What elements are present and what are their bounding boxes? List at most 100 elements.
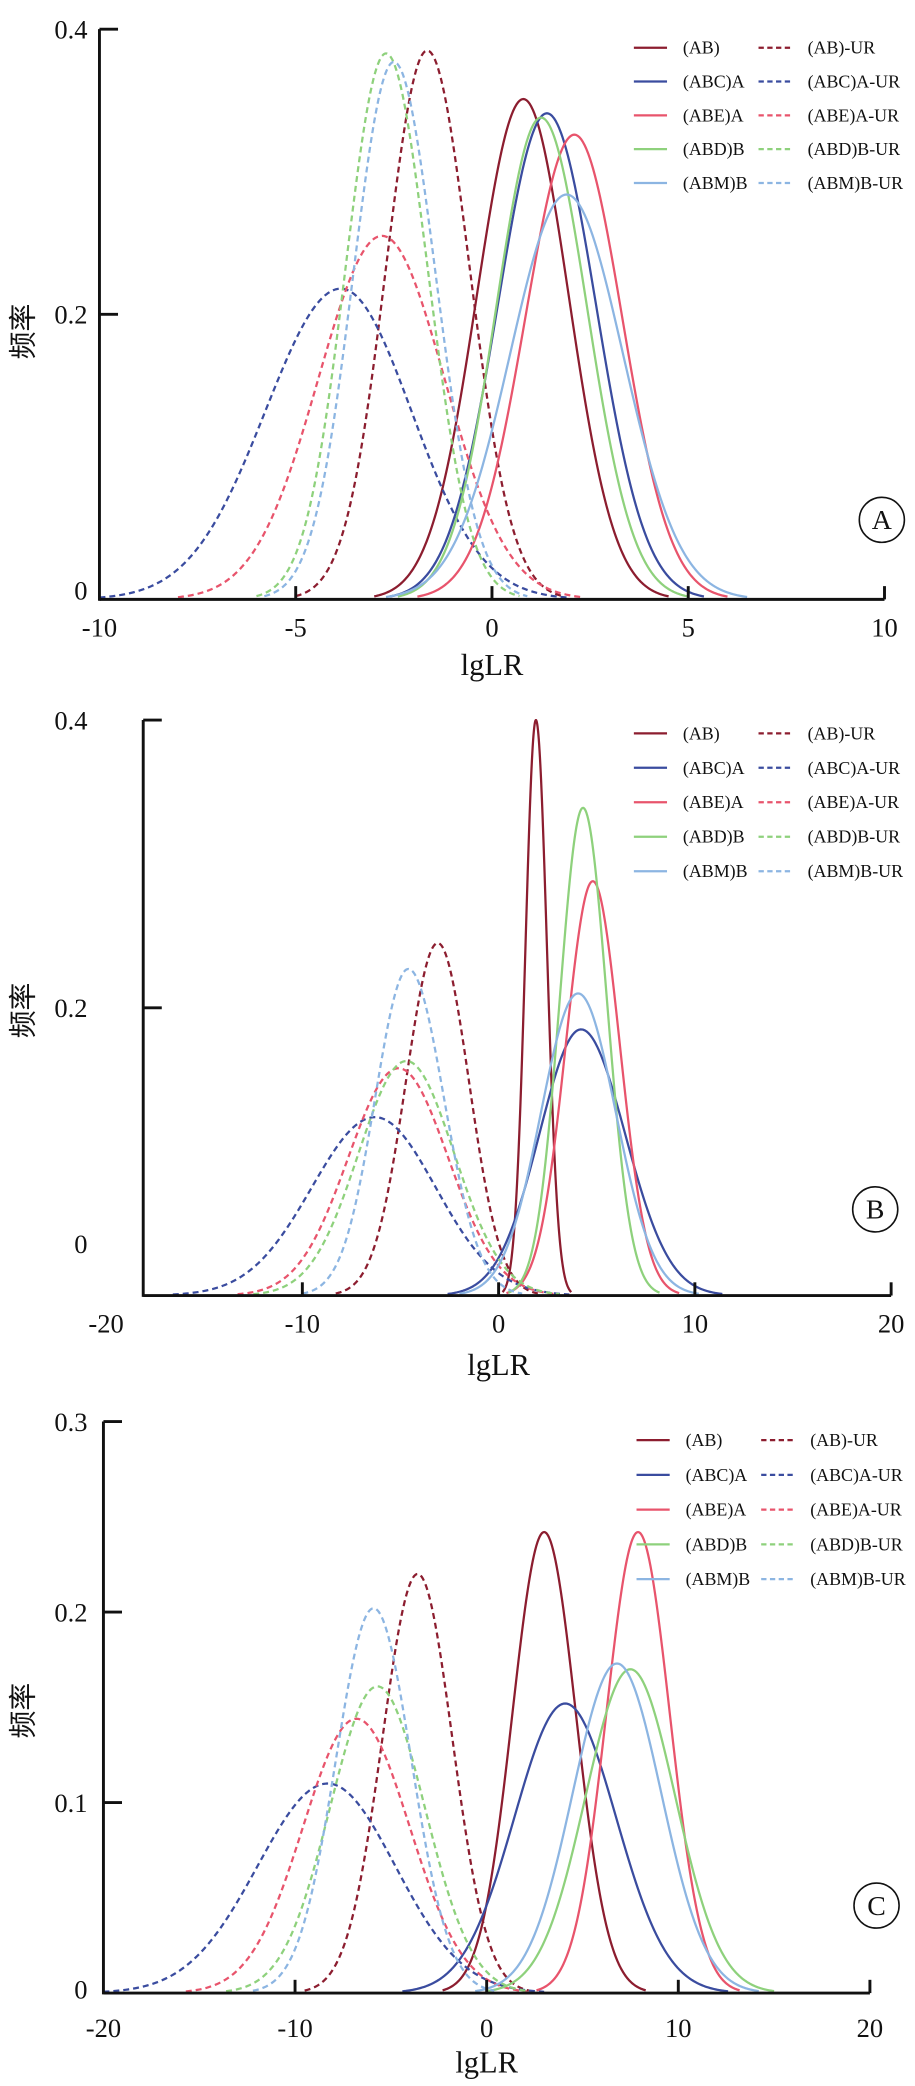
legend-label: (ABD)B <box>683 827 745 848</box>
y-tick-label: 0 <box>74 1229 87 1259</box>
x-tick-label: 10 <box>665 2013 692 2043</box>
legend-item-abd-b-ur: (ABD)B-UR <box>761 1534 903 1555</box>
x-axis-title: lgLR <box>461 648 524 682</box>
legend-label: (ABD)B-UR <box>810 1534 902 1555</box>
curve-abc-a-ur <box>103 1782 545 1993</box>
legend-label: (ABM)B-UR <box>808 173 903 194</box>
panel-badge-letter: A <box>872 505 892 536</box>
x-tick-label: 10 <box>871 613 898 643</box>
x-tick-label: 5 <box>682 613 695 643</box>
legend-item-ab: (AB) <box>636 1430 723 1451</box>
legend-label: (ABE)A-UR <box>808 105 899 126</box>
legend-item-abm-b: (ABM)B <box>636 1569 751 1590</box>
legend-label: (ABE)A-UR <box>810 1500 901 1521</box>
legend-item-abm-b-ur: (ABM)B-UR <box>761 1569 906 1590</box>
curve-ab-ur <box>304 1572 530 1992</box>
y-tick-label: 0.4 <box>54 14 87 44</box>
y-tick-label: 0.2 <box>54 1597 87 1627</box>
curve-ab-ur <box>335 941 539 1295</box>
legend-label: (ABM)B <box>686 1569 751 1590</box>
x-tick-label: -20 <box>88 1309 123 1339</box>
legend-item-abe-a: (ABE)A <box>633 105 744 126</box>
curve-abm-b-ur <box>264 60 528 598</box>
curve-abd-b-ur <box>225 1685 529 1993</box>
x-tick-label: -10 <box>277 2013 312 2043</box>
x-tick-label: -20 <box>86 2013 121 2043</box>
axes <box>97 27 886 601</box>
legend-item-abd-b: (ABD)B <box>633 827 745 848</box>
legend: (AB) (AB)-UR (ABC)A (ABC)A-UR (ABE)A (ABE)A-U… <box>636 1430 906 1590</box>
legend-label: (ABC)A-UR <box>808 72 900 93</box>
x-tick-label: 20 <box>857 2013 884 2043</box>
legend-label: (AB) <box>683 38 720 59</box>
legend-label: (ABE)A <box>683 105 744 126</box>
legend-label: (ABE)A <box>686 1500 747 1521</box>
legend-label: (ABC)A <box>683 758 745 779</box>
panel-b: -20 -10 0 10 20 0 0.2 0.4 lgLR 频率 (AB) (AB)-UR (ABC)… <box>8 705 904 1382</box>
curves <box>99 49 748 599</box>
curve-abm-b <box>475 1662 759 1993</box>
legend-item-abm-b-ur: (ABM)B-UR <box>758 173 903 194</box>
curve-abe-a <box>506 880 680 1295</box>
y-tick-label: 0 <box>74 1974 87 2004</box>
legend-item-abc-a-ur: (ABC)A-UR <box>758 758 900 779</box>
legend-label: (ABM)B <box>683 861 748 882</box>
legend-label: (ABC)A <box>683 72 745 93</box>
legend-item-abd-b-ur: (ABD)B-UR <box>758 827 900 848</box>
y-tick-label: 0.2 <box>54 993 87 1023</box>
curve-abe-a-ur <box>185 1717 528 1993</box>
legend-item-abm-b: (ABM)B <box>633 861 748 882</box>
legend-item-ab-ur: (AB)-UR <box>761 1430 878 1451</box>
x-tick-label: 0 <box>485 613 498 643</box>
curve-abd-b <box>397 116 689 598</box>
legend-label: (ABM)B-UR <box>808 861 903 882</box>
curve-abm-b <box>459 992 699 1295</box>
curve-abm-b <box>385 193 748 599</box>
curve-abe-a <box>417 133 728 598</box>
y-axis-title: 频率 <box>8 1683 39 1739</box>
legend-item-abc-a: (ABC)A <box>633 758 745 779</box>
curve-abd-b <box>507 806 660 1294</box>
legend-item-abm-b-ur: (ABM)B-UR <box>758 861 903 882</box>
legend-item-abe-a-ur: (ABE)A-UR <box>758 792 899 813</box>
legend-item-abc-a-ur: (ABC)A-UR <box>761 1465 903 1486</box>
legend-label: (ABD)B-UR <box>808 139 900 160</box>
curve-abd-b-ur <box>256 52 520 598</box>
curve-abc-a <box>402 1702 729 1993</box>
legend-item-ab-ur: (AB)-UR <box>758 723 875 744</box>
legend-label: (ABE)A-UR <box>808 792 899 813</box>
legend-item-abm-b: (ABM)B <box>633 173 748 194</box>
x-axis-title: lgLR <box>467 1348 530 1382</box>
x-tick-label: 0 <box>480 2013 493 2043</box>
curve-ab <box>442 1530 647 1992</box>
legend-item-ab: (AB) <box>633 38 720 59</box>
legend-label: (ABC)A-UR <box>808 758 900 779</box>
legend-label: (ABC)A <box>686 1465 748 1486</box>
y-tick-label: 0.4 <box>54 705 87 735</box>
curves <box>103 1530 775 1993</box>
legend-label: (ABE)A <box>683 792 744 813</box>
legend-item-abd-b: (ABD)B <box>633 139 745 160</box>
legend-label: (AB) <box>686 1430 723 1451</box>
legend-label: (ABD)B <box>683 139 745 160</box>
legend-label: (AB)-UR <box>810 1430 878 1451</box>
legend: (AB) (AB)-UR (ABC)A (ABC)A-UR (ABE)A (ABE)A-U… <box>633 38 903 194</box>
legend-item-abd-b: (ABD)B <box>636 1534 747 1555</box>
curve-abc-a <box>447 1028 723 1296</box>
y-tick-label: 0.1 <box>54 1788 87 1818</box>
legend-item-abe-a-ur: (ABE)A-UR <box>761 1500 902 1521</box>
legend: (AB) (AB)-UR (ABC)A (ABC)A-UR (ABE)A (ABE)A-U… <box>633 723 903 882</box>
curves <box>172 718 723 1296</box>
curve-abc-a <box>389 112 705 598</box>
legend-label: (ABD)B-UR <box>808 827 900 848</box>
curve-ab-ur <box>295 49 563 598</box>
panel-badge-circle <box>853 1882 900 1929</box>
x-tick-label: -10 <box>82 613 117 643</box>
x-axis-title: lgLR <box>455 2046 518 2080</box>
y-axis-title: 频率 <box>8 983 39 1039</box>
legend-item-abd-b-ur: (ABD)B-UR <box>758 139 900 160</box>
legend-item-ab-ur: (AB)-UR <box>758 38 875 59</box>
